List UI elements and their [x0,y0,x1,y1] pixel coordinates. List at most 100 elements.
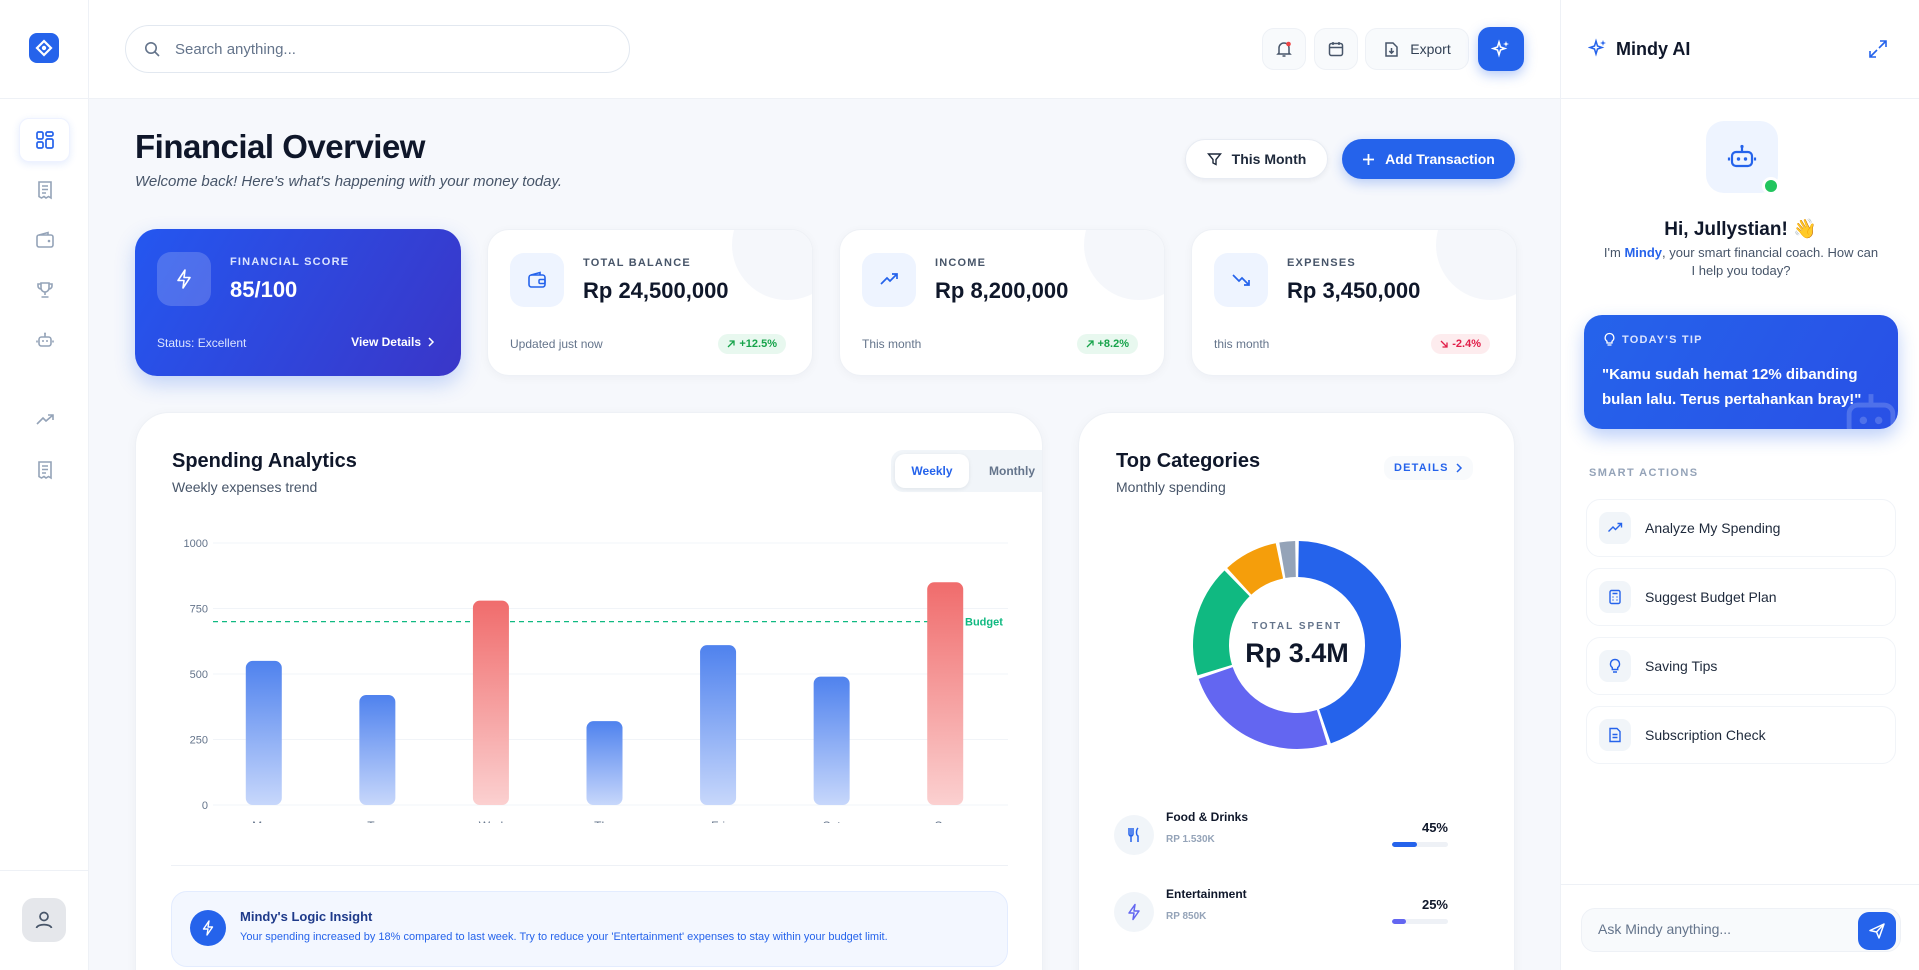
donut-segment-4 [1279,541,1296,578]
balance-icon-box [510,253,564,307]
tab-weekly[interactable]: Weekly [895,454,969,488]
top-categories-panel: Top Categories Monthly spending DETAILS … [1078,412,1515,970]
bar-sat [813,676,850,805]
insight-title: Mindy's Logic Insight [240,909,373,924]
send-button[interactable] [1858,912,1896,950]
card-label: INCOME [935,257,987,269]
category-percent: 25% [1421,897,1448,912]
utensils-icon [1128,827,1139,842]
period-toggle: Weekly Monthly [891,450,1042,492]
expand-button[interactable] [1866,37,1890,61]
card-footnote: Updated just now [510,337,603,351]
nav-ai[interactable] [19,318,70,362]
category-progress [1392,919,1448,924]
donut-segment-2 [1193,570,1250,676]
page-subtitle: Welcome back! Here's what's happening wi… [135,173,563,190]
category-name: Food & Drinks [1166,810,1249,824]
category-name: Entertainment [1166,887,1247,901]
filter-this-month-button[interactable]: This Month [1185,139,1328,179]
action-icon-box [1599,719,1631,751]
action-subscription-check[interactable]: Subscription Check [1586,706,1896,764]
nav-transactions[interactable] [19,168,70,212]
search-bar[interactable] [125,25,630,73]
nav-wallet[interactable] [19,218,70,262]
robot-watermark-icon [1846,394,1896,429]
spending-bar-chart: 0 250 500 750 1000 Budget Mon Tue Wed Thu Fri Sat Su… [184,538,1008,823]
app-logo[interactable] [29,33,59,63]
nav-analytics[interactable] [19,398,70,442]
y-tick-label: 0 [202,800,208,812]
x-tick-label: Sat [823,819,842,823]
search-input[interactable] [175,40,595,58]
category-icon-box [1114,892,1154,932]
y-tick-label: 1000 [184,538,208,550]
ai-assistant-button[interactable] [1478,27,1524,71]
category-progress-fill [1392,919,1406,924]
action-suggest-budget[interactable]: Suggest Budget Plan [1586,568,1896,626]
action-analyze-spending[interactable]: Analyze My Spending [1586,499,1896,557]
add-transaction-button[interactable]: Add Transaction [1342,139,1515,179]
categories-details-button[interactable]: DETAILS [1384,456,1473,480]
ai-input-area [1561,884,1919,970]
filter-icon [1206,152,1222,166]
ai-panel-title: Mindy AI [1616,39,1691,59]
download-file-icon [1385,41,1399,57]
card-footnote: this month [1214,337,1270,351]
card-label: EXPENSES [1287,257,1356,269]
plus-icon [1363,153,1375,165]
bar-wed [472,600,509,805]
y-tick-label: 250 [190,735,208,747]
y-tick-label: 500 [190,669,208,681]
online-status-dot [1762,177,1780,195]
view-details-label: View Details [351,335,421,349]
income-card: INCOME Rp 8,200,000 This month +8.2% [839,229,1165,376]
view-details-link[interactable]: View Details [351,335,435,349]
sparkles-icon [1491,39,1509,58]
avatar[interactable] [22,898,66,942]
change-value: +12.5% [739,338,777,350]
export-button[interactable]: Export [1365,28,1469,70]
trending-down-icon [1232,274,1250,286]
nav-reports[interactable] [19,448,70,492]
x-tick-label: Tue [367,819,388,823]
ask-box [1581,908,1901,952]
ask-mindy-input[interactable] [1598,921,1838,937]
notifications-button[interactable] [1262,28,1306,70]
action-icon-box [1599,512,1631,544]
spending-subtitle: Weekly expenses trend [172,479,318,495]
calendar-button[interactable] [1314,28,1358,70]
category-row[interactable]: Food & Drinks RP 1.530K 45% [1114,810,1494,870]
bar-tue [359,694,396,805]
score-icon-box [157,252,211,306]
sidebar [0,0,89,970]
donut-segment-3 [1227,543,1284,595]
donut-segment-1 [1198,667,1328,749]
chevron-right-icon [1456,463,1462,473]
smart-actions-title: SMART ACTIONS [1589,467,1699,479]
category-progress [1392,842,1448,847]
nav-dashboard[interactable] [19,118,70,162]
document-icon [1609,727,1621,743]
action-icon-box [1599,581,1631,613]
change-value: -2.4% [1452,338,1481,350]
donut-center-label: TOTAL SPENT [1251,621,1343,632]
wallet-icon [528,271,546,288]
card-label: TOTAL BALANCE [583,257,691,269]
bar-mon [245,660,282,805]
add-transaction-label: Add Transaction [1385,151,1495,167]
y-tick-label: 750 [190,604,208,616]
action-saving-tips[interactable]: Saving Tips [1586,637,1896,695]
category-row[interactable]: Entertainment RP 850K 25% [1114,887,1494,947]
score-status: Status: Excellent [157,336,247,350]
action-label: Suggest Budget Plan [1645,589,1777,605]
bar-thu [586,721,623,805]
details-label: DETAILS [1394,462,1449,474]
wallet-icon [35,231,54,248]
tab-monthly[interactable]: Monthly [989,464,1035,478]
user-icon [35,911,53,929]
donut-segment-0 [1298,541,1401,744]
nav-goals[interactable] [19,268,70,312]
dashboard-icon [35,131,54,149]
lightbulb-icon [1604,332,1615,346]
trending-up-icon [35,414,54,425]
